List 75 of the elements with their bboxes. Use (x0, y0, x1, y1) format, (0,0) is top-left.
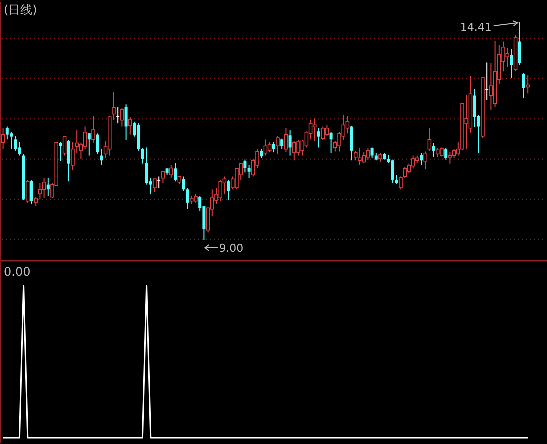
candlestick (100, 148, 104, 166)
candlestick (296, 140, 300, 156)
candlestick (120, 108, 124, 128)
candlestick (280, 138, 284, 150)
chart-title: (日线) (4, 3, 38, 17)
candlestick (14, 136, 18, 152)
candlestick (288, 130, 292, 156)
candlestick (145, 147, 148, 186)
candlestick (67, 140, 70, 182)
candlestick (325, 124, 330, 137)
candlestick (42, 177, 46, 199)
candlestick (1, 128, 6, 150)
candlestick (420, 152, 423, 166)
candlestick (272, 142, 276, 154)
candlestick (38, 182, 42, 200)
candlestick (330, 132, 333, 154)
candlestick (292, 140, 296, 162)
candlestick (473, 88, 476, 128)
candlestick (6, 126, 9, 140)
candlestick (218, 179, 222, 202)
candlestick (26, 179, 30, 204)
candlestick (432, 142, 436, 158)
candlestick (424, 151, 428, 170)
candlestick (518, 22, 522, 66)
candlestick (489, 63, 494, 111)
candlestick (30, 179, 34, 206)
candlestick (248, 164, 251, 179)
candlestick (153, 178, 157, 193)
candlestick (182, 176, 186, 192)
candlestick (170, 164, 174, 178)
candlestick (354, 150, 358, 162)
candlestick (92, 116, 96, 144)
candlestick (186, 188, 190, 210)
candlestick (244, 159, 247, 174)
candlestick (268, 142, 272, 154)
candlestick (59, 142, 62, 162)
candlestick (346, 116, 350, 134)
candlestick (174, 162, 177, 182)
candlestick (313, 118, 317, 142)
candlestick (448, 152, 452, 164)
candlestick (141, 148, 144, 164)
candlestick (321, 126, 325, 141)
candlestick (486, 62, 489, 101)
candlestick (62, 136, 67, 156)
candlestick (276, 136, 280, 155)
text: 0.00 (4, 265, 31, 279)
candlestick (128, 116, 132, 136)
candlestick (510, 48, 514, 79)
candlestick (96, 133, 100, 155)
annotation: 14.41 (460, 21, 492, 34)
candlestick (116, 106, 120, 124)
candlestick (18, 142, 22, 156)
candlestick (318, 128, 320, 148)
candlestick (366, 148, 370, 162)
candlestick (464, 94, 468, 150)
candlestick (46, 177, 50, 197)
candlestick (370, 147, 374, 159)
candlestick (506, 48, 510, 68)
candlestick (83, 126, 88, 150)
candlestick (362, 152, 366, 164)
text: 9.00 (219, 242, 244, 255)
candlestick (391, 159, 394, 184)
candlestick (124, 104, 128, 141)
candlestick (395, 174, 398, 185)
candlestick (522, 72, 526, 99)
candlestick (88, 132, 91, 156)
candlestick (411, 155, 416, 170)
candlestick (264, 139, 268, 156)
candlestick (10, 132, 13, 150)
candlestick (526, 75, 530, 94)
candlestick (284, 128, 288, 154)
candlestick (358, 148, 362, 166)
candlestick (444, 148, 448, 160)
candlestick (158, 176, 161, 189)
candlestick (227, 179, 230, 202)
